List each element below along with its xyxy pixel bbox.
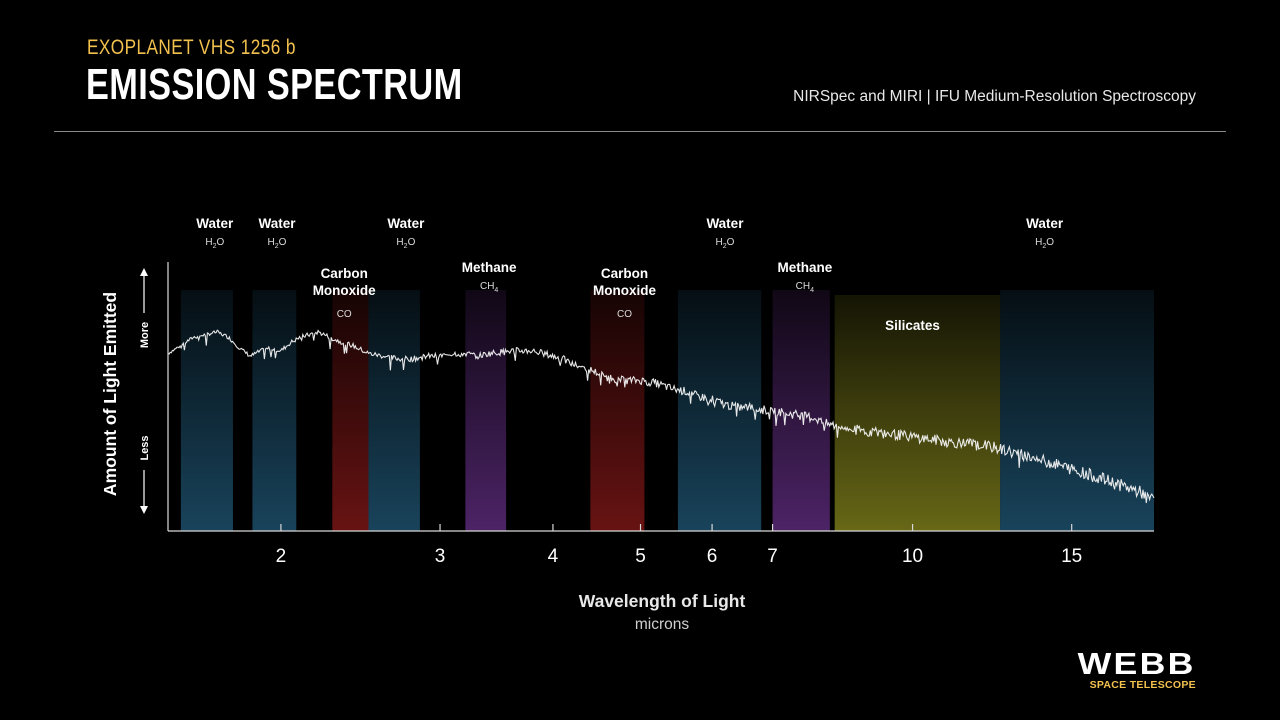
band-label-water-6: Water H2O (706, 216, 744, 250)
x-tick-label-15: 15 (1061, 546, 1082, 567)
x-axis-unit: microns (634, 616, 690, 633)
x-axis-label: Wavelength of Light (578, 591, 746, 611)
band-label-formula: CO (617, 309, 632, 320)
spectrum-line (167, 329, 1155, 504)
band-label-formula: H2O (715, 237, 734, 250)
y-less-arrowhead (140, 506, 148, 514)
y-less-label: Less (139, 435, 151, 460)
band-label-formula: CH4 (480, 281, 498, 294)
band-label-carbon-monoxide-3: Carbon Monoxide CO (313, 266, 376, 320)
band-label-formula: H2O (1035, 237, 1054, 250)
x-tick-label-3: 3 (435, 546, 446, 567)
x-tick-label-6: 6 (707, 546, 718, 567)
band-label-name: Carbon (601, 266, 648, 281)
band-label-carbon-monoxide-5: Carbon Monoxide CO (593, 266, 656, 320)
band-silicates-8 (834, 295, 1001, 531)
chart-supertitle: EXOPLANET VHS 1256 b (87, 36, 296, 59)
band-water-0 (180, 290, 233, 531)
band-label-name: Water (196, 216, 234, 231)
webb-logo-tagline: SPACE TELESCOPE (1089, 679, 1196, 691)
x-tick-label-2: 2 (276, 546, 287, 567)
band-label-methane-4: Methane CH4 (462, 260, 517, 294)
band-label-formula: H2O (205, 237, 224, 250)
band-water-9 (1000, 290, 1154, 531)
band-methane-4 (465, 290, 507, 531)
band-label-water-1: Water H2O (258, 216, 296, 250)
band-label-name: Water (706, 216, 744, 231)
band-label-name: Methane (777, 260, 832, 275)
band-label-name: Water (258, 216, 296, 231)
band-label-name: Methane (462, 260, 517, 275)
band-label-formula: H2O (268, 237, 287, 250)
band-carbon-monoxide-2 (332, 290, 369, 531)
band-label-formula: CO (337, 309, 352, 320)
band-label-formula: CH4 (796, 281, 814, 294)
band-label-name: Water (387, 216, 425, 231)
band-label-water-0: Water H2O (196, 216, 234, 250)
x-tick-label-4: 4 (548, 546, 559, 567)
band-label-name: Carbon (321, 266, 368, 281)
x-tick-label-10: 10 (902, 546, 923, 567)
band-label-name: Water (1026, 216, 1064, 231)
band-label-name: Monoxide (313, 283, 376, 298)
band-label-formula: H2O (396, 237, 415, 250)
x-tick-label-5: 5 (635, 546, 646, 567)
band-label-methane-7: Methane CH4 (777, 260, 832, 294)
header-divider (54, 131, 1226, 132)
band-water-1 (252, 290, 297, 531)
band-label-silicates-8: Silicates (885, 318, 940, 333)
band-label-water-2: Water H2O (387, 216, 425, 250)
band-label-water-9: Water H2O (1026, 216, 1064, 250)
band-water-6 (677, 290, 762, 531)
band-label-name: Monoxide (593, 283, 656, 298)
x-tick-label-7: 7 (767, 546, 778, 567)
y-more-arrowhead (140, 268, 148, 276)
band-label-name: Silicates (885, 318, 940, 333)
y-more-label: More (139, 322, 151, 348)
instrument-caption: NIRSpec and MIRI | IFU Medium-Resolution… (793, 88, 1196, 105)
y-axis-label: Amount of Light Emitted (100, 292, 120, 496)
band-water-3 (368, 290, 420, 531)
webb-logo: WEBB (1077, 646, 1196, 681)
chart-title: EMISSION SPECTRUM (86, 60, 463, 109)
band-carbon-monoxide-5 (590, 290, 645, 531)
